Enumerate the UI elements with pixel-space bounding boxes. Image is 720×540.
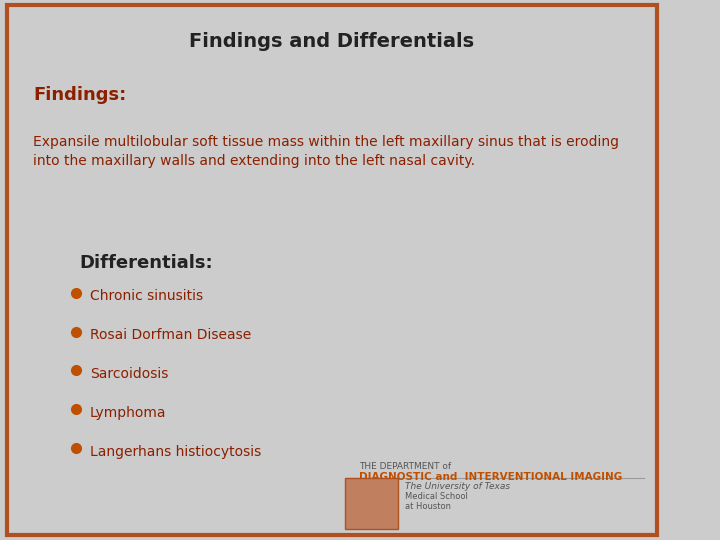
FancyBboxPatch shape [346,478,398,529]
Text: Expansile multilobular soft tissue mass within the left maxillary sinus that is : Expansile multilobular soft tissue mass … [33,135,619,168]
Text: Differentials:: Differentials: [80,254,213,272]
Text: The University of Texas: The University of Texas [405,482,510,491]
Text: Sarcoidosis: Sarcoidosis [90,367,168,381]
Text: Lymphoma: Lymphoma [90,406,166,420]
FancyBboxPatch shape [6,5,657,535]
Text: Langerhans histiocytosis: Langerhans histiocytosis [90,445,261,459]
Text: THE DEPARTMENT of: THE DEPARTMENT of [359,462,451,471]
Text: Rosai Dorfman Disease: Rosai Dorfman Disease [90,328,251,342]
Text: at Houston: at Houston [405,502,451,511]
Text: DIAGNOSTIC and  INTERVENTIONAL IMAGING: DIAGNOSTIC and INTERVENTIONAL IMAGING [359,472,622,483]
Text: Medical School: Medical School [405,492,468,502]
Text: Findings and Differentials: Findings and Differentials [189,32,474,51]
Text: Findings:: Findings: [33,86,127,104]
Text: Chronic sinusitis: Chronic sinusitis [90,289,203,303]
